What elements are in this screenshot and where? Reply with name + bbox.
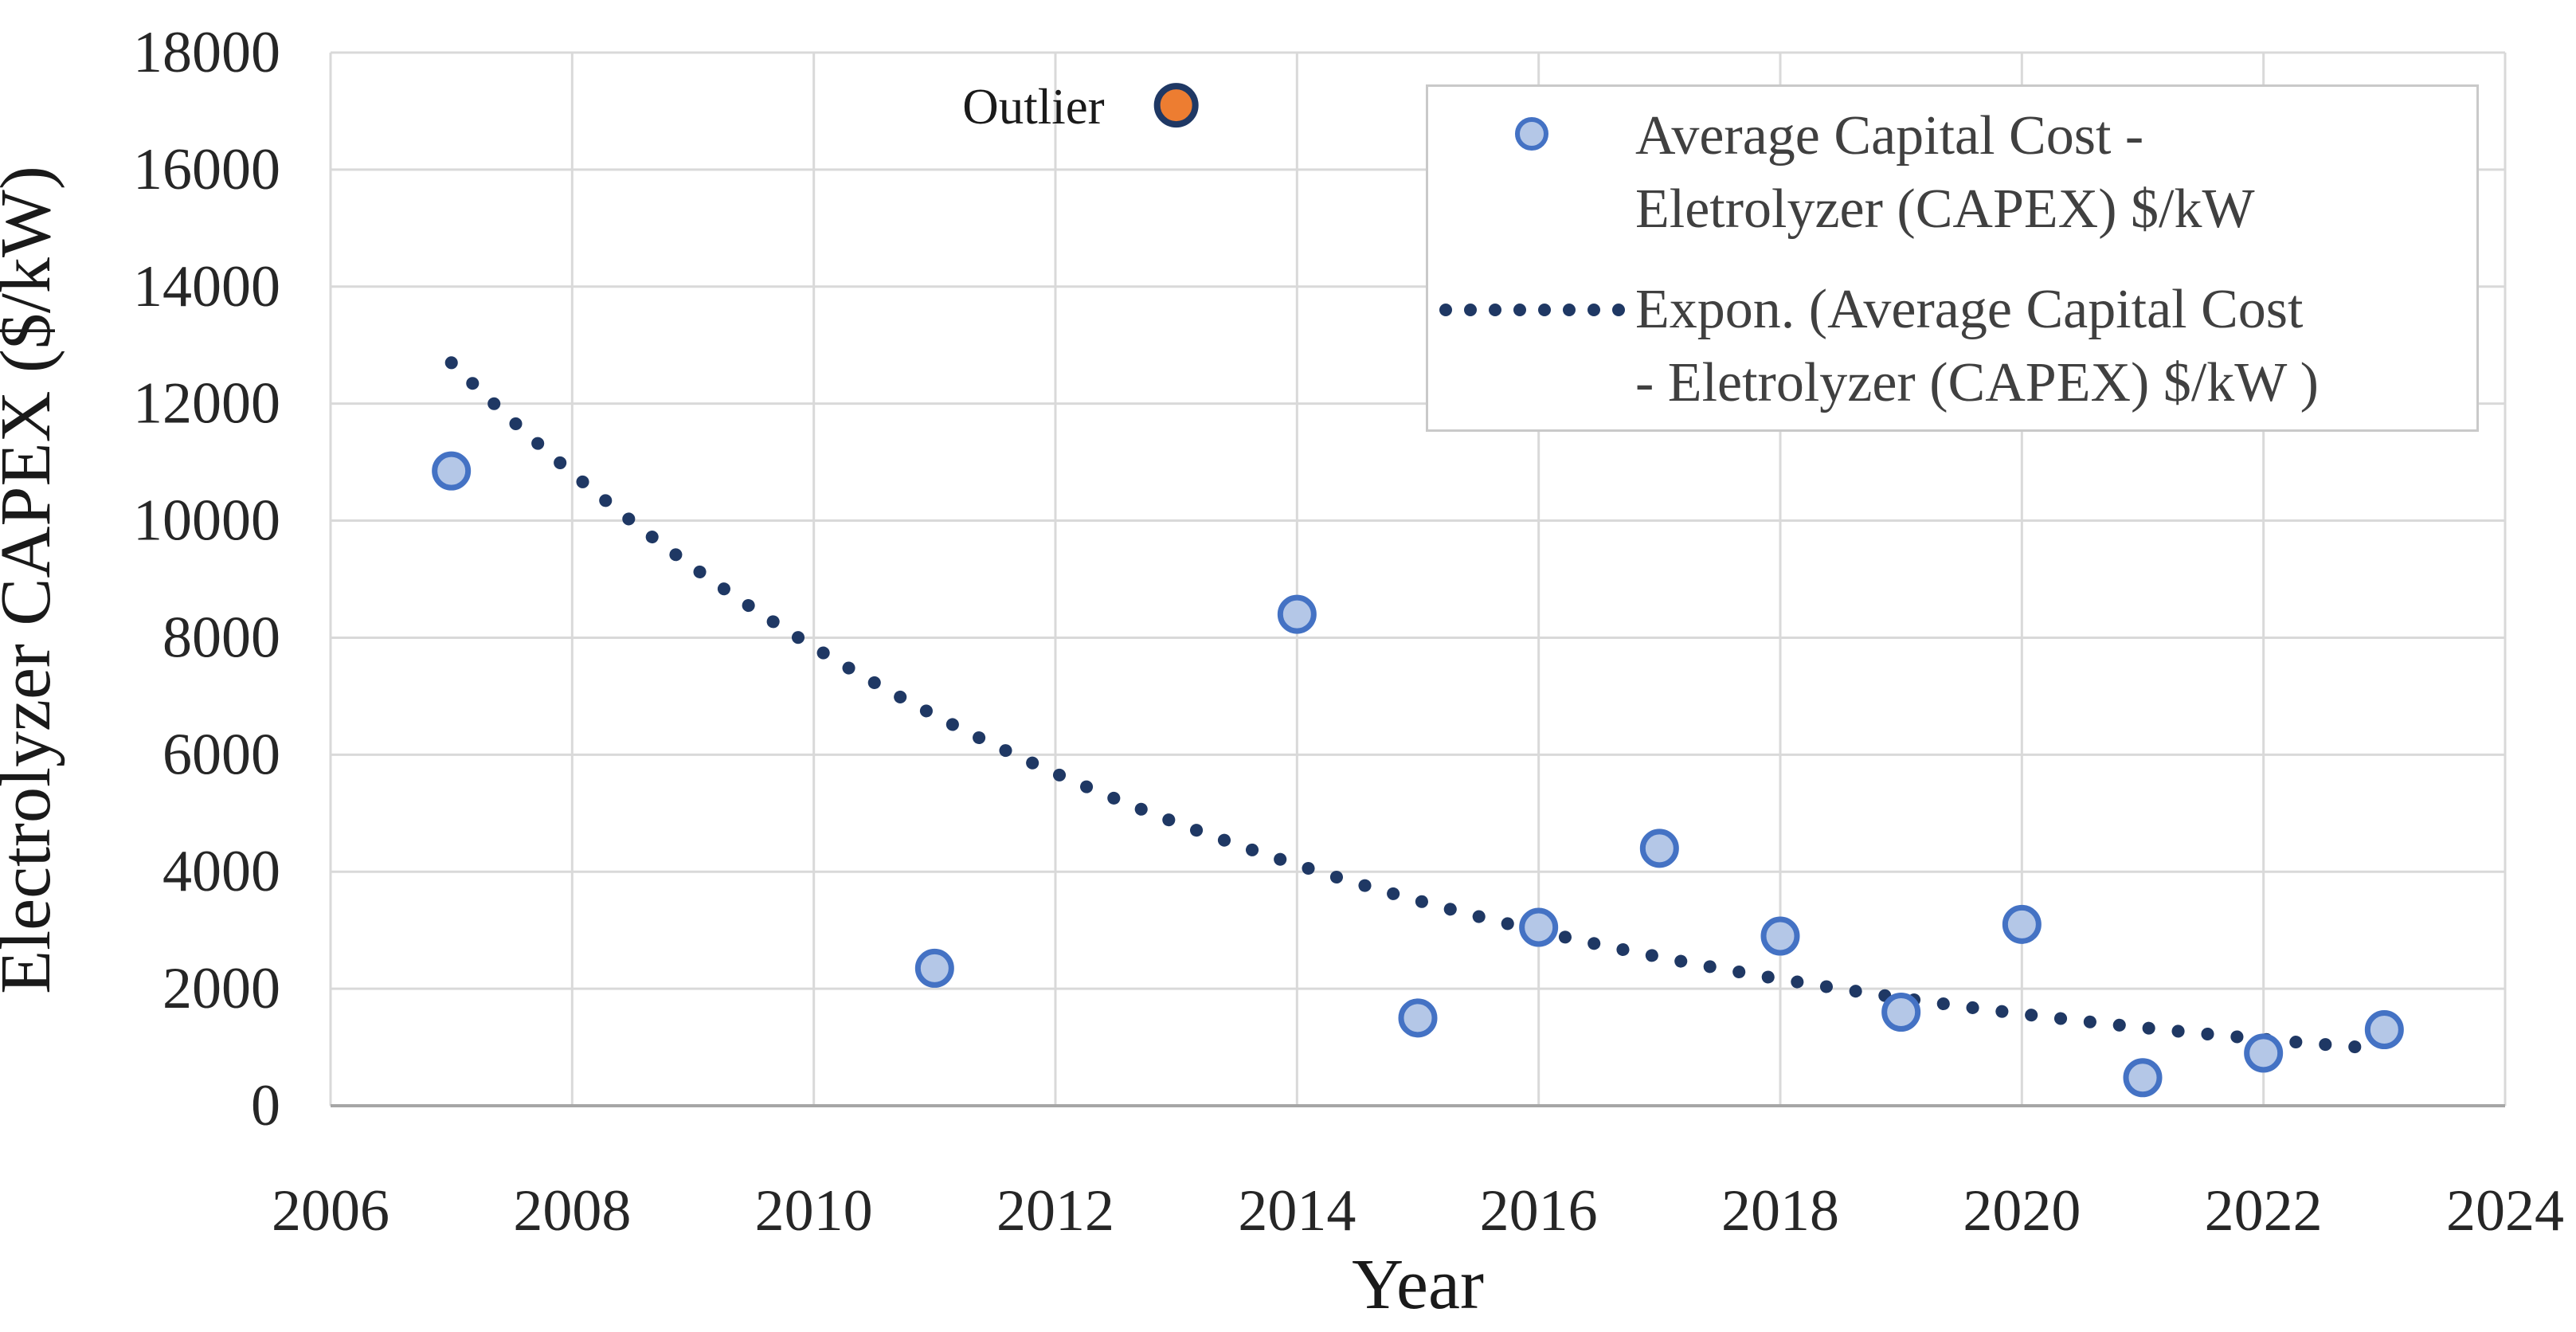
y-tick-label: 16000 bbox=[133, 137, 280, 202]
data-point bbox=[432, 451, 472, 491]
x-tick-label: 2010 bbox=[755, 1178, 873, 1244]
data-point bbox=[2002, 904, 2042, 944]
legend-entry-scatter-label: Average Capital Cost - Eletrolyzer (CAPE… bbox=[1635, 100, 2255, 246]
y-tick-label: 4000 bbox=[162, 839, 280, 904]
y-axis-tick-labels: 0 2000 4000 6000 8000 10000 12000 14000 16000 180… bbox=[133, 20, 280, 1138]
y-tick-label: 18000 bbox=[133, 20, 280, 85]
data-point bbox=[2364, 1010, 2404, 1050]
y-tick-label: 0 bbox=[251, 1073, 280, 1138]
x-tick-label: 2016 bbox=[1480, 1178, 1598, 1244]
legend-line: Expon. (Average Capital Cost bbox=[1635, 279, 2304, 340]
legend-line: Eletrolyzer (CAPEX) $/kW bbox=[1635, 178, 2255, 240]
chart-legend: Average Capital Cost - Eletrolyzer (CAPE… bbox=[1426, 84, 2479, 432]
trendline-dotted bbox=[444, 356, 2367, 1054]
legend-entry-trendline-label: Expon. (Average Capital Cost - Eletrolyz… bbox=[1635, 273, 2319, 420]
legend-line: - Eletrolyzer (CAPEX) $/kW ) bbox=[1635, 352, 2319, 413]
data-point bbox=[1277, 594, 1317, 634]
y-tick-label: 6000 bbox=[162, 722, 280, 787]
y-tick-label: 10000 bbox=[133, 488, 280, 554]
x-axis-title: Year bbox=[1352, 1245, 1484, 1324]
x-axis-tick-labels: 2006 2008 2010 2012 2014 2016 2018 2020 2022 2024 bbox=[272, 1178, 2564, 1244]
y-tick-label: 14000 bbox=[133, 254, 280, 319]
data-point bbox=[1398, 998, 1438, 1038]
data-point bbox=[2123, 1058, 2163, 1098]
scatter-points bbox=[432, 451, 2404, 1098]
legend-entry-trendline: Expon. (Average Capital Cost - Eletrolyz… bbox=[1428, 273, 2476, 420]
x-tick-label: 2020 bbox=[1963, 1178, 2081, 1244]
y-tick-label: 2000 bbox=[162, 956, 280, 1021]
legend-line: Average Capital Cost - bbox=[1635, 105, 2144, 166]
data-point bbox=[914, 948, 954, 988]
x-tick-label: 2022 bbox=[2205, 1178, 2323, 1244]
dotted-line-icon bbox=[1439, 304, 1625, 316]
data-point bbox=[1760, 916, 1800, 956]
y-axis-title: Electrolyzer CAPEX ($/kW) bbox=[0, 166, 65, 994]
data-point bbox=[1519, 907, 1559, 947]
y-tick-label: 12000 bbox=[133, 371, 280, 437]
scatter-marker-icon bbox=[1515, 117, 1548, 151]
data-point bbox=[2244, 1033, 2284, 1073]
x-tick-label: 2018 bbox=[1721, 1178, 1839, 1244]
legend-entry-scatter: Average Capital Cost - Eletrolyzer (CAPE… bbox=[1428, 100, 2476, 246]
data-point bbox=[1639, 829, 1679, 868]
y-tick-label: 8000 bbox=[162, 605, 280, 670]
outlier-annotation-label: Outlier bbox=[962, 79, 1104, 135]
x-tick-label: 2008 bbox=[513, 1178, 631, 1244]
x-tick-label: 2024 bbox=[2446, 1178, 2564, 1244]
data-point bbox=[1881, 992, 1921, 1032]
x-tick-label: 2012 bbox=[996, 1178, 1114, 1244]
x-tick-label: 2014 bbox=[1238, 1178, 1356, 1244]
outlier-point bbox=[1153, 83, 1199, 128]
x-tick-label: 2006 bbox=[272, 1178, 390, 1244]
